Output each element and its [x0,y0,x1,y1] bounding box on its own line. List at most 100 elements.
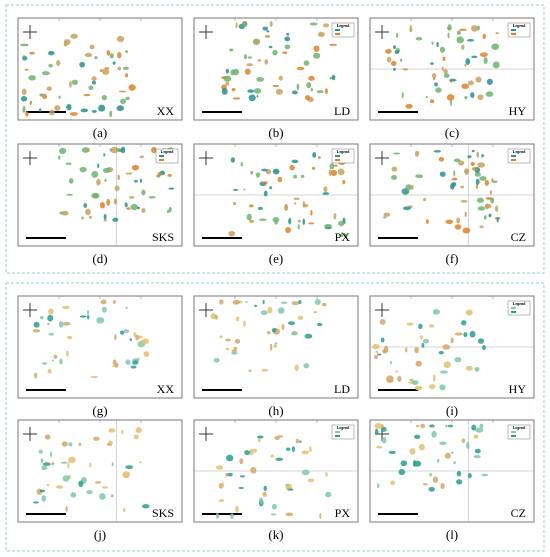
land-patch [425,219,429,224]
land-patch [271,503,277,510]
legend-swatch [511,159,516,161]
land-patch [112,217,119,222]
land-patch [301,450,310,455]
land-patch [323,23,330,28]
land-patch [274,342,278,345]
land-patch [65,505,68,512]
land-patch [293,174,298,179]
land-patch [409,25,412,31]
land-patch [218,499,225,502]
land-patch [79,315,87,318]
land-patch [400,460,408,467]
land-patch [272,49,278,56]
legend-swatch [511,33,516,35]
land-patch [256,77,265,82]
land-patch [62,305,70,310]
land-patch [296,66,305,71]
land-patch [49,109,55,116]
land-patch [119,330,125,335]
land-patch [225,68,230,74]
land-patch [344,233,348,238]
land-patch [70,492,77,498]
region-code: CZ [511,230,526,244]
land-patch [46,86,52,91]
land-patch [268,45,273,49]
land-patch [451,182,457,187]
land-patch [63,40,68,47]
land-patch [261,168,268,172]
panel-label: (g) [92,403,107,418]
land-patch [135,334,139,341]
land-patch [286,447,291,451]
region-code: HY [509,382,527,396]
land-patch [91,76,97,81]
land-patch [491,43,500,51]
land-patch [479,423,484,429]
panel-label: (d) [92,251,107,266]
land-patch [289,165,295,171]
map-frame [17,17,183,121]
land-patch [377,483,380,489]
legend-swatch [335,33,340,35]
map-panel: Legend CZ (f) [369,143,535,266]
land-patch [167,173,172,177]
land-patch [451,177,458,181]
land-patch [125,73,129,78]
land-patch [425,95,428,99]
legend-title: Legend [337,149,350,154]
land-patch [298,299,302,305]
land-patch [495,32,499,35]
land-patch [47,368,52,374]
land-patch [401,91,404,99]
land-patch [439,384,446,391]
region-code: XX [157,382,175,396]
land-patch [482,33,486,40]
land-patch [157,172,162,177]
land-patch [475,76,482,83]
land-patch [272,84,280,88]
land-patch [271,328,277,333]
land-patch [393,152,401,155]
land-patch [270,454,274,458]
panel-label: (j) [94,527,106,542]
land-patch [323,186,328,193]
land-patch [307,478,315,483]
land-patch [489,190,493,195]
land-patch [284,44,291,50]
scale-bar [26,111,66,113]
land-patch [441,66,444,72]
land-patch [467,155,472,159]
land-patch [409,448,416,455]
land-patch [109,148,112,152]
land-patch [112,300,116,304]
land-patch [110,494,114,498]
land-patch [391,60,397,66]
land-patch [469,330,476,338]
land-patch [432,309,440,315]
land-patch [328,169,332,176]
land-patch [38,108,42,113]
land-patch [286,32,290,36]
land-patch [314,298,321,306]
land-patch [304,333,313,339]
land-patch [445,424,448,428]
legend-swatch [511,29,516,31]
land-patch [260,310,268,316]
land-patch [456,30,461,35]
land-patch [463,332,468,338]
land-patch [125,306,128,309]
land-patch [454,356,462,363]
land-patch [439,441,447,446]
land-patch [430,62,434,66]
land-patch [467,80,474,86]
land-patch [391,166,398,172]
land-patch [390,480,396,486]
land-patch [415,36,423,41]
land-patch [436,41,439,48]
land-patch [291,301,300,306]
region-code: LD [334,382,350,396]
land-patch [25,43,29,46]
land-patch [48,50,55,56]
land-patch [216,465,224,470]
map-panel: Legend LD (b) [193,17,359,140]
